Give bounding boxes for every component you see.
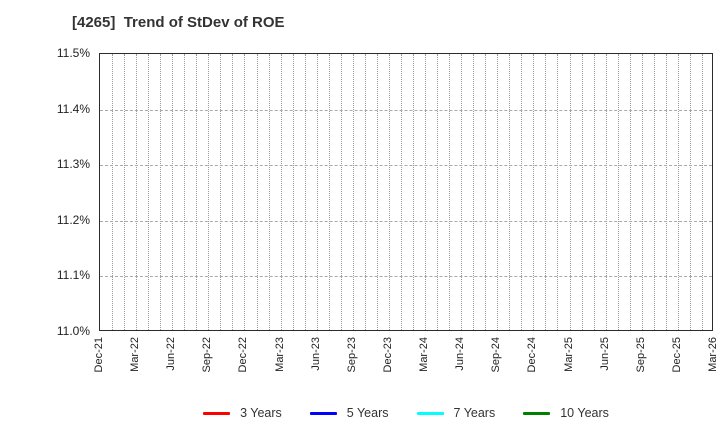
vertical-gridline (629, 54, 631, 330)
vertical-gridline (148, 54, 150, 330)
vertical-gridline (172, 54, 174, 330)
vertical-gridline (124, 54, 126, 330)
legend-line-swatch (309, 411, 337, 415)
x-axis-tick-label: Sep-23 (345, 337, 358, 373)
vertical-gridline (485, 54, 487, 330)
vertical-gridline (256, 54, 258, 330)
vertical-gridline (136, 54, 138, 330)
vertical-gridline (400, 54, 402, 330)
vertical-gridline (569, 54, 571, 330)
legend: 3 Years 5 Years 7 Years 10 Years (99, 406, 713, 420)
vertical-gridline (160, 54, 162, 330)
horizontal-gridline (100, 109, 712, 111)
legend-item: 10 Years (523, 406, 609, 420)
vertical-gridline (581, 54, 583, 330)
vertical-gridline (352, 54, 354, 330)
legend-line-swatch (416, 411, 444, 415)
vertical-gridline (292, 54, 294, 330)
vertical-gridline (545, 54, 547, 330)
vertical-gridline (521, 54, 523, 330)
x-axis-tick-label: Jun-23 (309, 337, 322, 371)
vertical-gridline (340, 54, 342, 330)
vertical-gridline (593, 54, 595, 330)
x-axis-tick-label: Jun-25 (598, 337, 611, 371)
vertical-gridline (461, 54, 463, 330)
y-axis-tick-label: 11.5% (56, 46, 90, 60)
x-axis-tick-label: Dec-21 (93, 337, 105, 373)
plot-area (99, 53, 713, 331)
vertical-gridline (449, 54, 451, 330)
x-axis-tick-label: Mar-26 (707, 337, 719, 372)
x-axis-tick-label: Dec-25 (670, 337, 683, 373)
vertical-gridline (473, 54, 475, 330)
vertical-gridline (364, 54, 366, 330)
legend-label: 10 Years (560, 406, 609, 420)
x-axis-tick-label: Dec-24 (526, 337, 539, 373)
x-axis-tick-label: Mar-24 (418, 337, 431, 372)
vertical-gridline (244, 54, 246, 330)
horizontal-gridline (100, 220, 712, 222)
vertical-gridline (280, 54, 282, 330)
vertical-gridline (196, 54, 198, 330)
legend-item: 7 Years (416, 406, 496, 420)
vertical-gridline (184, 54, 186, 330)
vertical-gridline (388, 54, 390, 330)
x-axis-tick-label: Sep-22 (201, 337, 214, 373)
x-axis-tick-label: Jun-22 (165, 337, 178, 371)
x-axis-tick-label: Mar-23 (273, 337, 286, 372)
vertical-gridline (617, 54, 619, 330)
legend-label: 5 Years (346, 406, 389, 420)
vertical-gridline (701, 54, 703, 330)
x-axis-tick-label: Mar-25 (562, 337, 575, 372)
vertical-gridline (220, 54, 222, 330)
vertical-gridline (328, 54, 330, 330)
vertical-gridline (497, 54, 499, 330)
horizontal-gridline (100, 165, 712, 167)
vertical-gridline (509, 54, 511, 330)
vertical-gridline (413, 54, 415, 330)
horizontal-gridline (100, 276, 712, 278)
vertical-gridline (557, 54, 559, 330)
vertical-gridline (605, 54, 607, 330)
vertical-gridline (425, 54, 427, 330)
x-axis-tick-label: Mar-22 (129, 337, 142, 372)
y-axis-tick-label: 11.0% (56, 324, 90, 338)
vertical-gridline (437, 54, 439, 330)
vertical-gridline (208, 54, 210, 330)
vertical-gridline (641, 54, 643, 330)
vertical-gridline (677, 54, 679, 330)
y-axis-tick-label: 11.1% (56, 268, 90, 283)
vertical-gridline (232, 54, 234, 330)
y-axis-tick-label: 11.4% (56, 101, 90, 116)
vertical-gridline (376, 54, 378, 330)
legend-label: 3 Years (240, 406, 282, 420)
x-axis-tick-label: Sep-24 (490, 337, 503, 373)
chart-title: [4265] Trend of StDev of ROE (72, 14, 285, 31)
vertical-gridline (268, 54, 270, 330)
legend-line-swatch (523, 411, 551, 415)
vertical-gridline (689, 54, 691, 330)
vertical-gridline (316, 54, 318, 330)
x-axis-tick-label: Jun-24 (454, 337, 467, 371)
legend-item: 5 Years (309, 406, 389, 420)
legend-item: 3 Years (203, 406, 282, 420)
vertical-gridline (304, 54, 306, 330)
legend-label: 7 Years (453, 406, 496, 420)
vertical-gridline (653, 54, 655, 330)
x-axis-tick-label: Sep-25 (634, 337, 647, 373)
y-axis-tick-label: 11.3% (56, 157, 90, 172)
y-axis-tick-label: 11.2% (56, 212, 90, 227)
legend-line-swatch (203, 411, 231, 415)
x-axis-tick-label: Dec-23 (381, 337, 394, 373)
x-axis-tick-label: Dec-22 (237, 337, 250, 373)
vertical-gridline (112, 54, 114, 330)
vertical-gridline (533, 54, 535, 330)
vertical-gridline (665, 54, 667, 330)
